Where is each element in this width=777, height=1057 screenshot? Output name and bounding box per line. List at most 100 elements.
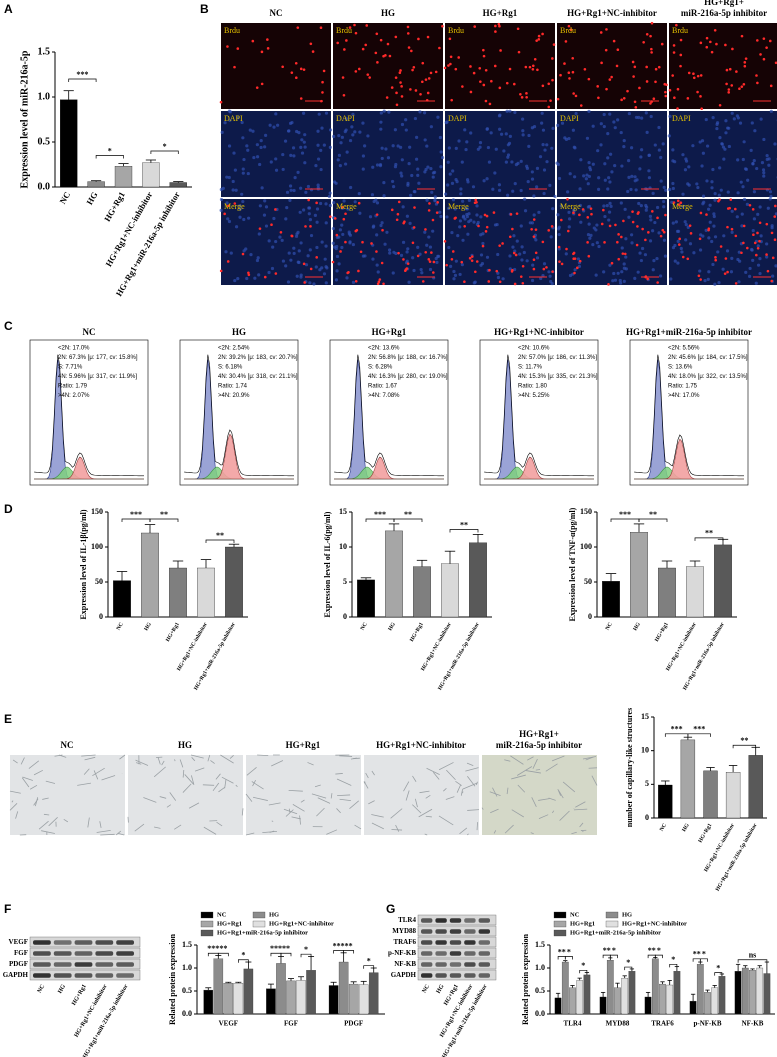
- nucleus: [241, 171, 245, 175]
- brdu-cell: [488, 102, 492, 106]
- brdu-cell: [247, 273, 251, 277]
- tube: [268, 802, 281, 806]
- nucleus: [559, 204, 563, 208]
- nucleus: [530, 170, 534, 174]
- nucleus: [613, 164, 617, 168]
- y-tick-label: 10: [339, 542, 347, 551]
- brdu-cell: [260, 50, 264, 54]
- tube: [551, 755, 565, 762]
- nucleus: [380, 156, 384, 161]
- nucleus: [684, 238, 688, 242]
- brdu-cell: [428, 260, 432, 263]
- significance-bracket: [610, 518, 640, 522]
- nucleus: [750, 121, 754, 125]
- brdu-cell: [738, 87, 741, 91]
- blot-band: [464, 918, 476, 923]
- brdu-cell: [247, 271, 250, 275]
- tube: [191, 757, 196, 762]
- significance-bracket: [393, 518, 423, 522]
- significance-label: **: [460, 520, 468, 529]
- nucleus: [306, 184, 311, 189]
- nucleus: [612, 120, 616, 124]
- nucleus: [231, 179, 235, 184]
- nucleus: [219, 208, 223, 212]
- significance-bracket: [654, 954, 663, 959]
- nucleus: [519, 188, 523, 193]
- tube: [363, 781, 366, 784]
- legend-swatch: [252, 920, 266, 928]
- brdu-cell: [610, 261, 614, 265]
- nucleus: [328, 145, 332, 149]
- nucleus: [739, 180, 743, 184]
- nucleus: [623, 207, 627, 211]
- brdu-cell: [379, 38, 383, 42]
- nucleus: [219, 197, 224, 202]
- nucleus: [556, 123, 560, 127]
- brdu-cell: [773, 215, 777, 218]
- brdu-cell: [550, 225, 554, 228]
- group-label: NC: [61, 740, 74, 750]
- blot-band: [435, 973, 447, 978]
- nucleus: [233, 278, 237, 283]
- nucleus: [372, 199, 376, 204]
- nucleus: [451, 169, 455, 173]
- nucleus: [571, 128, 575, 132]
- nucleus: [597, 244, 601, 249]
- y-tick-label: 0: [588, 612, 592, 621]
- bar: [141, 532, 159, 618]
- nucleus: [385, 230, 389, 234]
- brdu-cell: [656, 281, 659, 284]
- nucleus: [426, 165, 430, 169]
- flow-stat: <2N: 17.0%: [58, 346, 90, 352]
- nucleus: [344, 128, 348, 132]
- brdu-cell: [402, 258, 405, 261]
- nucleus: [283, 139, 288, 143]
- significance-label: *: [671, 955, 675, 964]
- brdu-cell: [532, 258, 536, 262]
- nucleus: [399, 171, 403, 175]
- brdu-cell: [730, 84, 734, 87]
- brdu-cell: [258, 227, 262, 230]
- nucleus: [608, 180, 612, 184]
- brdu-cell: [532, 218, 536, 221]
- nucleus: [688, 242, 693, 246]
- brdu-cell: [424, 78, 428, 81]
- nucleus: [736, 158, 740, 162]
- tube: [257, 754, 269, 757]
- brdu-cell: [733, 207, 737, 211]
- flow-envelope: [483, 354, 595, 477]
- tube: [15, 811, 19, 819]
- nucleus: [271, 245, 275, 249]
- nucleus: [532, 194, 536, 198]
- nucleus: [423, 230, 427, 234]
- nucleus: [244, 247, 248, 251]
- nucleus: [521, 129, 525, 133]
- brdu-cell: [566, 229, 570, 233]
- tube: [134, 823, 145, 832]
- nucleus: [274, 157, 278, 161]
- brdu-cell: [578, 213, 581, 217]
- nucleus: [630, 233, 634, 237]
- brdu-cell: [556, 97, 560, 101]
- nucleus: [706, 277, 710, 282]
- nucleus: [701, 202, 705, 206]
- bar: [725, 772, 741, 819]
- brdu-cell: [376, 282, 380, 286]
- nucleus: [767, 157, 771, 161]
- nucleus: [291, 146, 296, 150]
- nucleus: [337, 134, 341, 138]
- legend-swatch: [553, 920, 567, 928]
- nucleus: [387, 248, 392, 252]
- tube: [54, 754, 63, 757]
- nucleus: [221, 186, 225, 191]
- tube: [579, 822, 584, 828]
- blot-band: [421, 929, 433, 934]
- brdu-cell: [659, 234, 663, 238]
- nucleus: [627, 159, 631, 163]
- brdu-cell: [474, 270, 477, 274]
- nucleus: [563, 136, 567, 140]
- nucleus: [429, 125, 433, 129]
- nucleus: [463, 217, 467, 221]
- nucleus: [312, 282, 316, 286]
- nucleus: [238, 204, 242, 208]
